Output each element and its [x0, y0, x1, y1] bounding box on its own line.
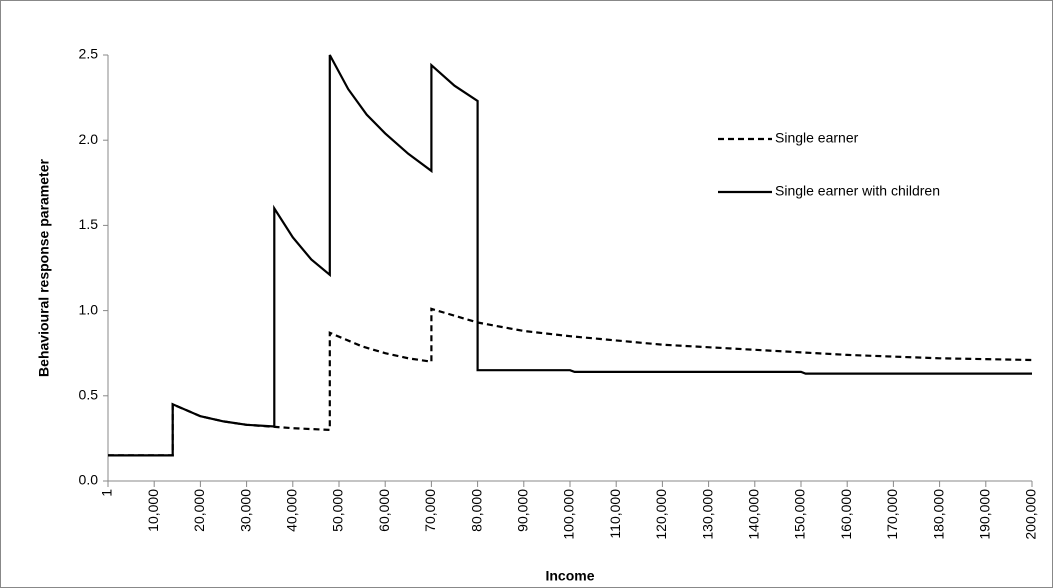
y-tick-label: 0.0 [79, 472, 99, 488]
x-tick-label: 150,000 [792, 489, 808, 540]
x-tick-label: 200,000 [1023, 489, 1039, 540]
x-tick-label: 50,000 [330, 489, 346, 532]
x-tick-label: 30,000 [237, 489, 253, 532]
y-tick-label: 2.0 [79, 131, 99, 147]
x-tick-label: 130,000 [699, 489, 715, 540]
x-tick-label: 40,000 [283, 489, 299, 532]
y-axis-title: Behavioural response parameter [36, 159, 52, 377]
x-tick-label: 100,000 [561, 489, 577, 540]
legend-label: Single earner with children [775, 183, 940, 199]
x-tick-label: 1 [99, 489, 115, 497]
x-tick-label: 10,000 [145, 489, 161, 532]
x-tick-label: 170,000 [884, 489, 900, 540]
x-tick-label: 80,000 [468, 489, 484, 532]
y-tick-label: 1.5 [79, 216, 99, 232]
x-tick-label: 90,000 [515, 489, 531, 532]
x-tick-label: 120,000 [653, 489, 669, 540]
x-axis-title: Income [545, 568, 594, 584]
y-tick-label: 2.5 [79, 46, 99, 62]
x-tick-label: 60,000 [376, 489, 392, 532]
legend-label: Single earner [775, 130, 859, 146]
x-tick-label: 180,000 [930, 489, 946, 540]
x-tick-label: 160,000 [838, 489, 854, 540]
x-tick-label: 190,000 [977, 489, 993, 540]
y-tick-label: 0.5 [79, 387, 99, 403]
x-tick-label: 70,000 [422, 489, 438, 532]
x-tick-label: 20,000 [191, 489, 207, 532]
x-tick-label: 110,000 [607, 489, 623, 539]
data-line [108, 54, 1032, 457]
y-tick-label: 1.0 [79, 301, 99, 317]
x-tick-label: 140,000 [746, 489, 762, 540]
